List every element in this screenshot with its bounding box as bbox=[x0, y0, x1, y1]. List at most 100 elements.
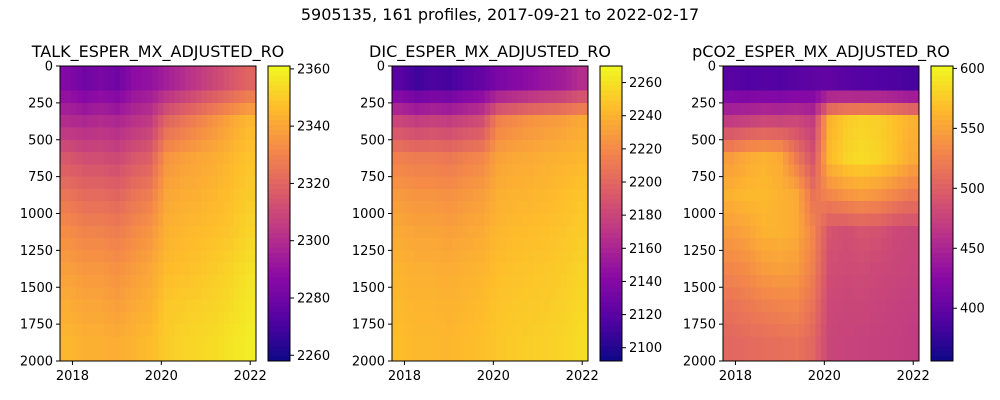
heatmap-cell bbox=[826, 287, 833, 301]
heatmap-cell bbox=[163, 348, 170, 362]
heatmap-cell bbox=[826, 336, 833, 350]
heatmap-cell bbox=[522, 115, 529, 129]
heatmap-cell bbox=[886, 250, 893, 264]
heatmap-cell bbox=[772, 78, 779, 92]
heatmap-cell bbox=[750, 336, 757, 350]
heatmap-cell bbox=[397, 299, 404, 313]
heatmap-cell bbox=[484, 102, 491, 116]
heatmap-cell bbox=[859, 78, 866, 92]
heatmap-cell bbox=[500, 66, 507, 79]
heatmap-cell bbox=[103, 90, 110, 104]
heatmap-cell bbox=[136, 348, 143, 362]
heatmap-cell bbox=[533, 299, 540, 313]
heatmap-cell bbox=[766, 250, 773, 264]
heatmap-cell bbox=[837, 176, 844, 190]
heatmap-cell bbox=[549, 127, 556, 141]
heatmap-cell bbox=[908, 102, 915, 116]
heatmap-cell bbox=[141, 90, 148, 104]
heatmap-cell bbox=[864, 250, 871, 264]
heatmap-cell bbox=[571, 213, 578, 227]
heatmap-cell bbox=[397, 201, 404, 215]
heatmap-cell bbox=[430, 66, 437, 79]
heatmap-cell bbox=[761, 102, 768, 116]
y-tick-label: 250 bbox=[28, 96, 53, 111]
heatmap-cell bbox=[495, 176, 502, 190]
panel-3: pCO2_ESPER_MX_ADJUSTED_RO025050075010001… bbox=[683, 42, 985, 384]
colorbar-tick-label: 2260 bbox=[297, 349, 330, 364]
heatmap-cell bbox=[201, 188, 208, 202]
heatmap-cell bbox=[755, 188, 762, 202]
heatmap-cell bbox=[821, 78, 828, 92]
heatmap-cell bbox=[880, 139, 887, 153]
heatmap-cell bbox=[441, 201, 448, 215]
heatmap-cell bbox=[571, 225, 578, 239]
heatmap-cell bbox=[179, 152, 186, 165]
heatmap-cell bbox=[207, 213, 214, 227]
colorbar-segment bbox=[931, 321, 953, 328]
heatmap-cell bbox=[799, 250, 806, 264]
heatmap-cell bbox=[799, 90, 806, 104]
heatmap-cell bbox=[511, 164, 518, 178]
colorbar-segment bbox=[600, 341, 622, 347]
heatmap-cell bbox=[451, 102, 458, 116]
colorbar-segment bbox=[268, 66, 290, 72]
heatmap-cell bbox=[728, 102, 735, 116]
heatmap-cell bbox=[103, 102, 110, 116]
heatmap-cell bbox=[397, 164, 404, 178]
heatmap-cell bbox=[419, 348, 426, 362]
heatmap-cell bbox=[174, 348, 181, 362]
heatmap-cell bbox=[462, 299, 469, 313]
heatmap-cell bbox=[408, 139, 415, 153]
heatmap-cell bbox=[880, 152, 887, 165]
heatmap-cell bbox=[174, 115, 181, 129]
heatmap-cell bbox=[92, 299, 99, 313]
heatmap-cell bbox=[424, 287, 431, 301]
heatmap-cell bbox=[560, 164, 567, 178]
heatmap-cell bbox=[130, 66, 137, 79]
heatmap-cell bbox=[490, 152, 497, 165]
colorbar-segment bbox=[600, 267, 622, 274]
heatmap-cell bbox=[891, 274, 898, 288]
heatmap-cell bbox=[566, 238, 573, 251]
heatmap-cell bbox=[886, 311, 893, 325]
heatmap-cell bbox=[782, 139, 789, 153]
heatmap-cell bbox=[179, 115, 186, 129]
heatmap-cell bbox=[446, 262, 453, 276]
heatmap-cell bbox=[777, 238, 784, 251]
heatmap-cell bbox=[886, 139, 893, 153]
heatmap-cell bbox=[245, 262, 252, 276]
heatmap-cell bbox=[517, 311, 524, 325]
heatmap-cell bbox=[913, 287, 920, 301]
heatmap-cell bbox=[897, 115, 904, 129]
heatmap-cell bbox=[891, 66, 898, 79]
heatmap-cell bbox=[212, 139, 219, 153]
heatmap-cell bbox=[539, 238, 546, 251]
heatmap-cell bbox=[886, 102, 893, 116]
heatmap-cell bbox=[147, 324, 154, 338]
heatmap-cell bbox=[152, 176, 159, 190]
heatmap-cell bbox=[859, 164, 866, 178]
heatmap-cell bbox=[886, 176, 893, 190]
colorbar-segment bbox=[931, 228, 953, 234]
heatmap-cell bbox=[76, 139, 83, 153]
heatmap-cell bbox=[435, 188, 442, 202]
heatmap-cell bbox=[793, 102, 800, 116]
heatmap-cell bbox=[141, 152, 148, 165]
heatmap-cell bbox=[766, 176, 773, 190]
heatmap-cell bbox=[777, 324, 784, 338]
heatmap-cell bbox=[451, 287, 458, 301]
heatmap-cell bbox=[413, 336, 420, 350]
heatmap-cell bbox=[185, 324, 192, 338]
heatmap-cell bbox=[582, 225, 589, 239]
colorbar-segment bbox=[600, 282, 622, 288]
heatmap-cell bbox=[522, 311, 529, 325]
heatmap-cell bbox=[733, 336, 740, 350]
heatmap-cell bbox=[582, 66, 589, 79]
heatmap-cell bbox=[500, 78, 507, 92]
heatmap-cell bbox=[733, 90, 740, 104]
heatmap-cell bbox=[495, 78, 502, 92]
heatmap-cell bbox=[880, 287, 887, 301]
heatmap-cell bbox=[473, 274, 480, 288]
heatmap-cell bbox=[859, 188, 866, 202]
heatmap-cell bbox=[549, 164, 556, 178]
